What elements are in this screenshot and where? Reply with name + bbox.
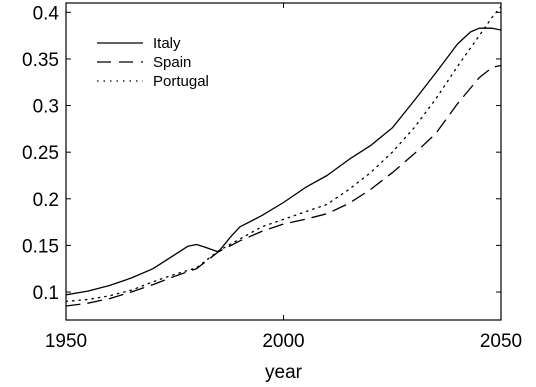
y-tick-label: 0.15	[22, 236, 59, 257]
y-tick-label: 0.3	[33, 97, 59, 118]
plot-frame	[65, 2, 502, 321]
x-axis-label: year	[265, 362, 303, 383]
series-line-italy	[66, 27, 501, 296]
series-layer	[66, 6, 501, 307]
legend-label-italy: Italy	[153, 35, 181, 52]
y-tick-label: 0.35	[22, 50, 59, 71]
y-tick-label: 0.25	[22, 143, 59, 164]
y-tick-label: 0.4	[33, 3, 60, 24]
legend: Italy Spain Portugal	[97, 35, 209, 90]
x-tick-label: 1950	[45, 331, 87, 352]
legend-label-spain: Spain	[153, 54, 191, 71]
y-tick-label: 0.1	[33, 283, 59, 304]
series-line-portugal	[66, 6, 501, 303]
legend-label-portugal: Portugal	[153, 73, 209, 90]
x-tick-label: 2050	[480, 331, 522, 352]
x-tick-label: 2000	[262, 331, 304, 352]
ticks-layer: 1950 2000 2050 0.1 0.15 0.2 0.25 0.3 0.35 0.4	[22, 3, 522, 352]
series-line-spain	[66, 64, 501, 307]
y-tick-label: 0.2	[33, 190, 59, 211]
